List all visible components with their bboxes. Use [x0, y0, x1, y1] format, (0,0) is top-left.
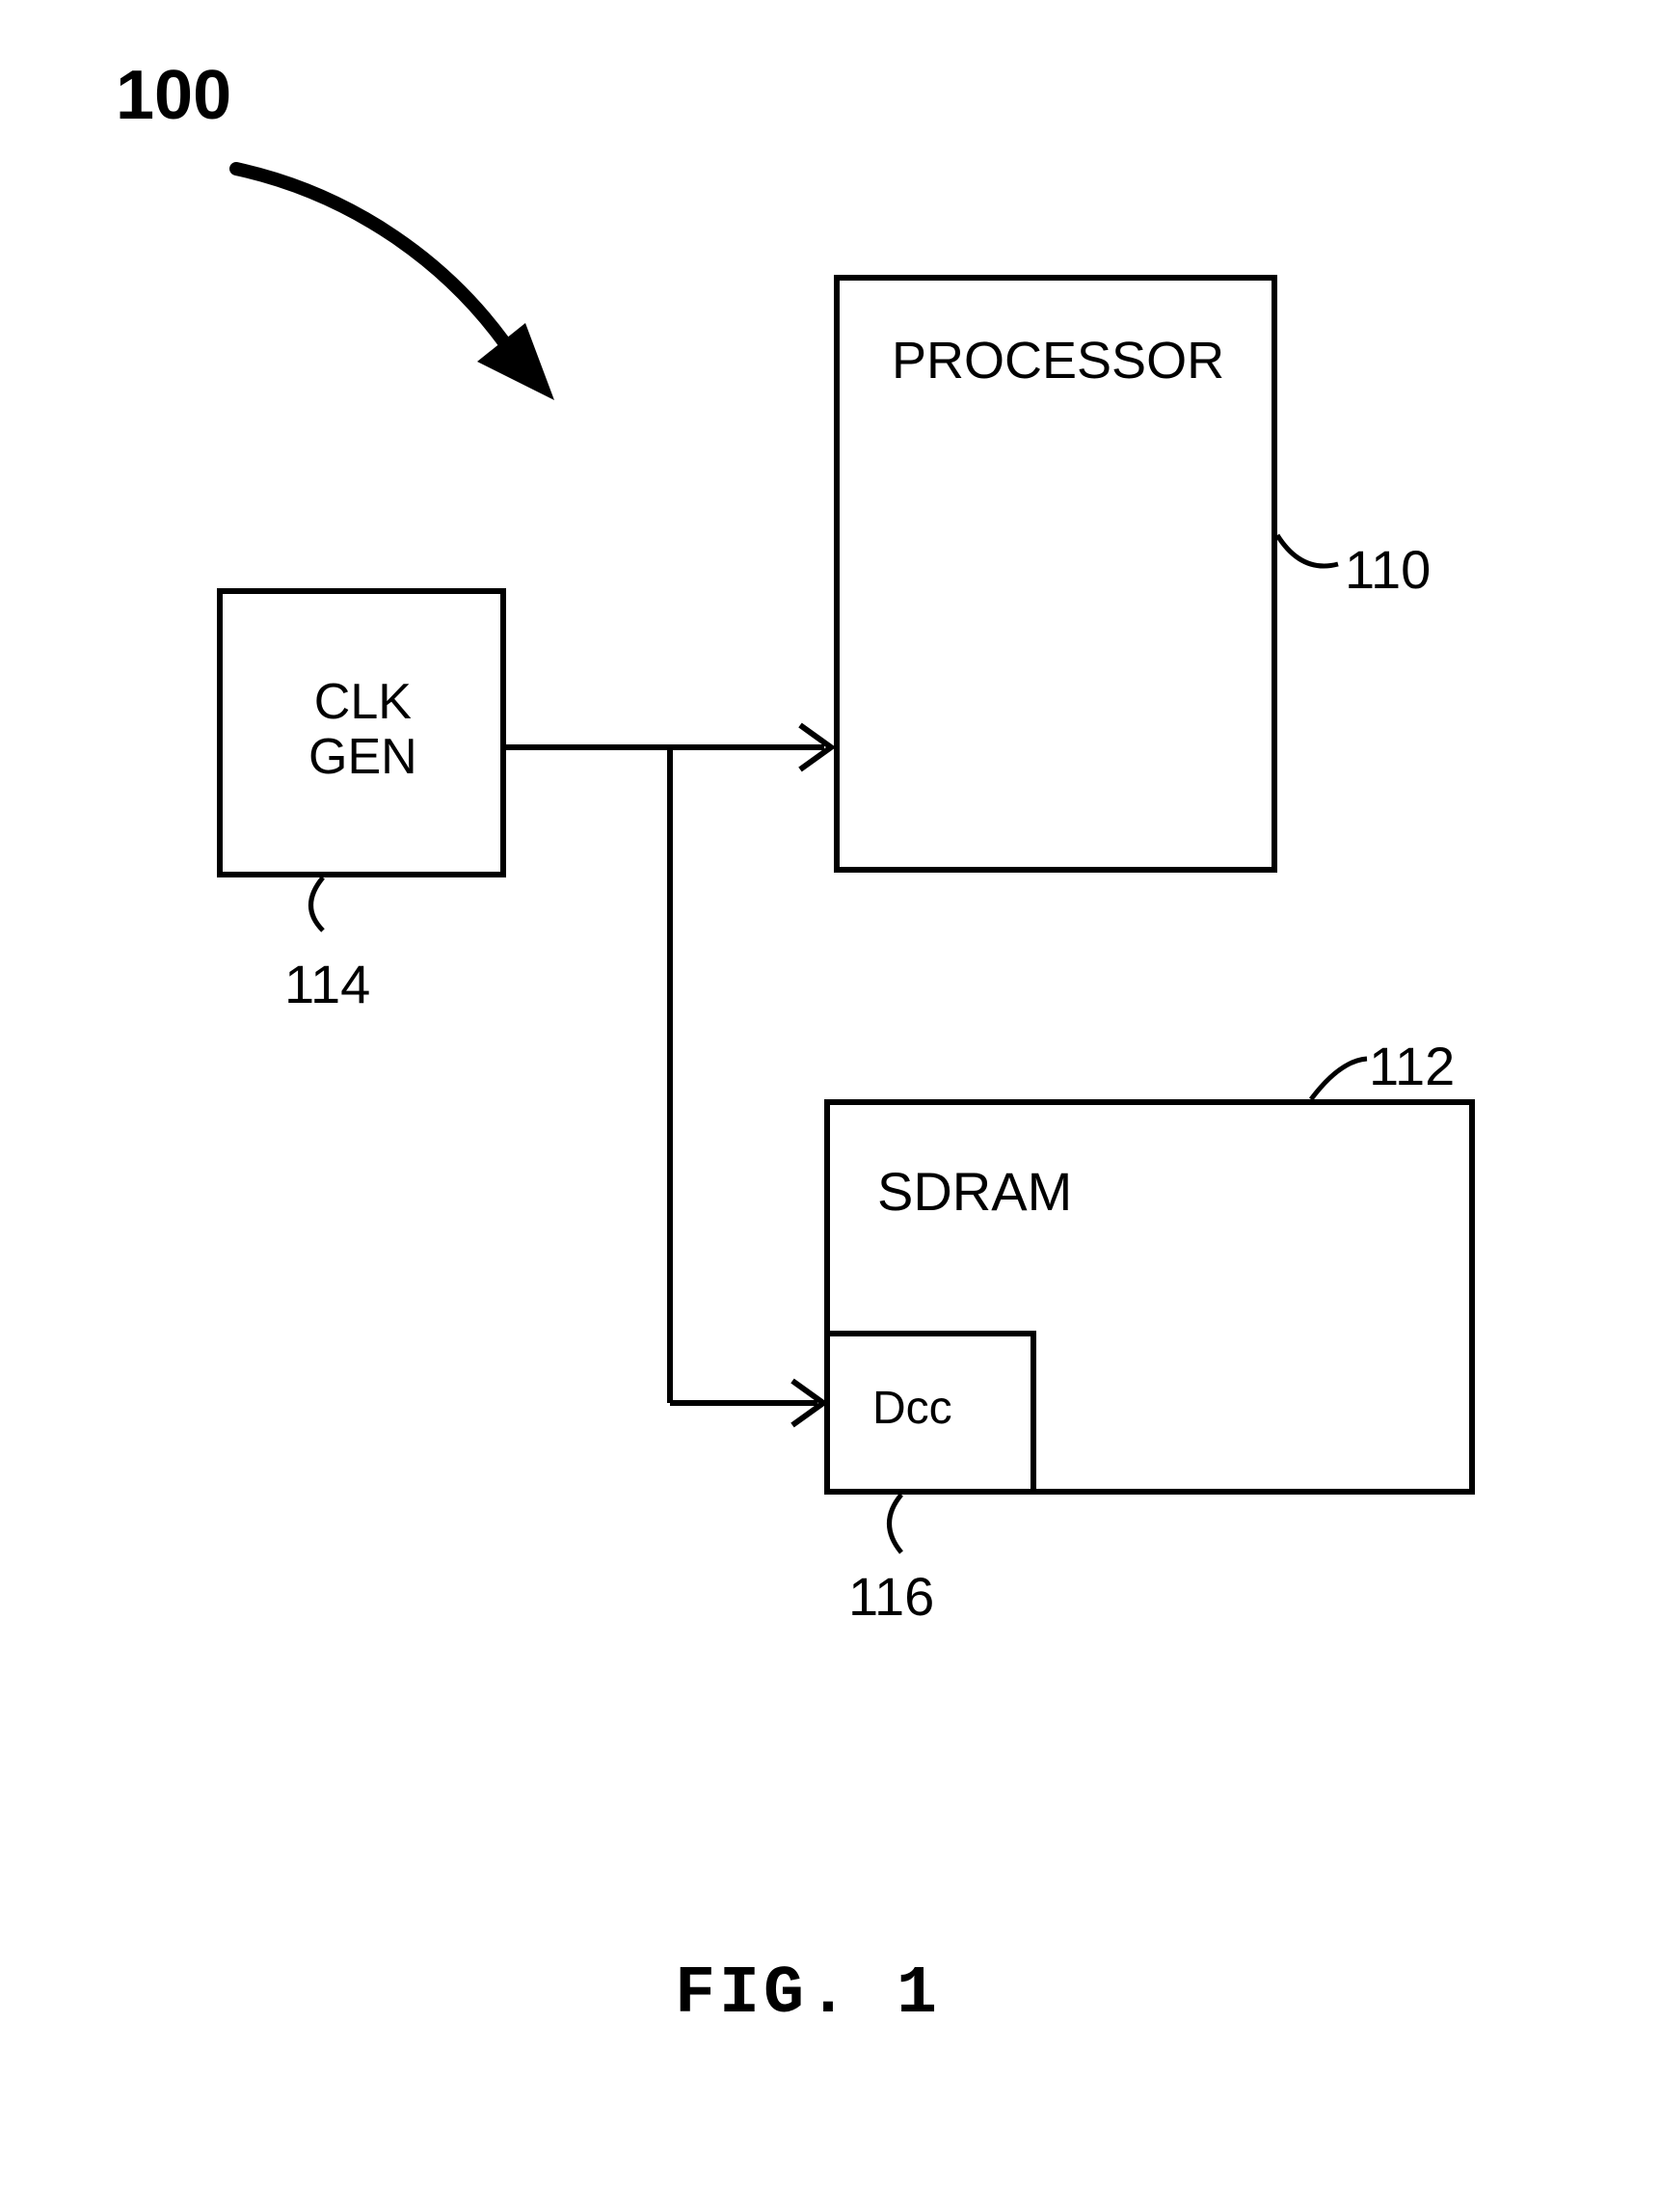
processor-label: PROCESSOR	[892, 333, 1224, 390]
leader-114	[311, 877, 324, 931]
figure-caption: FIG. 1	[675, 1957, 941, 2032]
system-ref-arrow-head	[477, 323, 554, 400]
dcc-label: Dcc	[872, 1384, 952, 1435]
wire-clk-to-proc-arrow	[800, 725, 831, 769]
leader-110	[1277, 535, 1338, 566]
wire-to-dcc-arrow	[792, 1381, 823, 1425]
leader-116	[890, 1495, 902, 1552]
system-ref-arrow-shaft	[236, 169, 521, 366]
system-ref-label: 100	[116, 58, 231, 134]
clk-gen-ref: 114	[284, 955, 370, 1014]
sdram-ref: 112	[1369, 1037, 1455, 1096]
diagram-canvas: 100 CLK GEN 114 PROCESSOR 110 SDRAM 112 …	[0, 0, 1660, 2212]
processor-ref: 110	[1345, 540, 1431, 600]
leader-112	[1311, 1059, 1367, 1099]
sdram-label: SDRAM	[877, 1162, 1072, 1222]
clk-gen-label: CLK GEN	[308, 675, 417, 785]
dcc-ref: 116	[848, 1567, 934, 1627]
